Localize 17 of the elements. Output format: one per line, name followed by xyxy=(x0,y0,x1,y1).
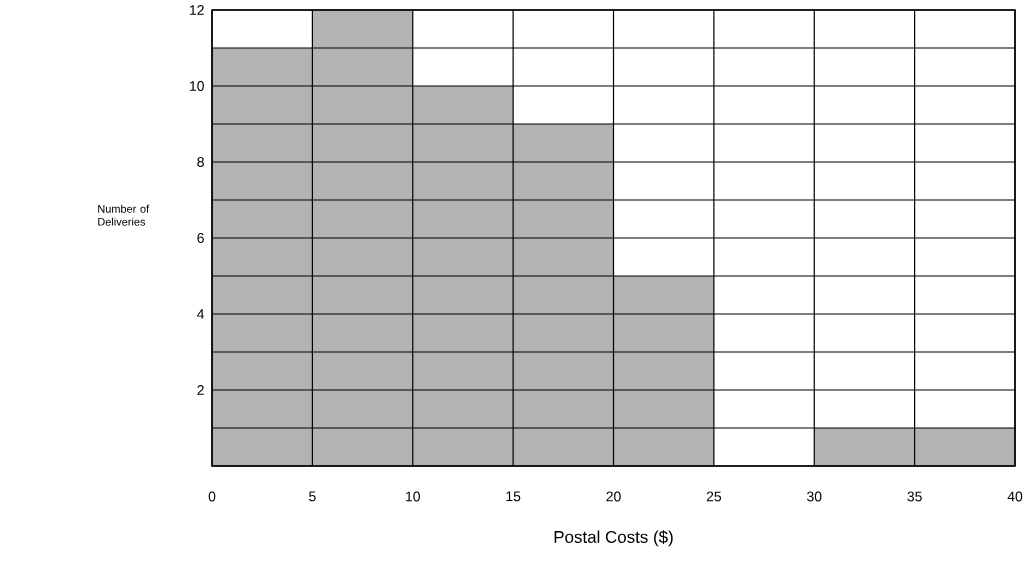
x-axis-title: Postal Costs ($) xyxy=(554,530,673,547)
y-tick-label: 2 xyxy=(197,385,204,395)
x-tick-label: 30 xyxy=(807,491,822,502)
y-tick-label: 12 xyxy=(190,5,204,15)
y-tick-label: 10 xyxy=(190,81,204,91)
x-tick-label: 20 xyxy=(606,491,621,502)
x-tick-label: 15 xyxy=(506,491,521,502)
y-tick-label: 4 xyxy=(197,309,205,319)
x-tick-label: 10 xyxy=(406,491,420,502)
y-axis-title: Number of Deliveries xyxy=(98,204,150,226)
y-tick-label: 6 xyxy=(197,233,204,243)
y-tick-label: 8 xyxy=(197,157,204,167)
x-tick-label: 5 xyxy=(309,491,316,502)
x-tick-label: 40 xyxy=(1007,491,1023,502)
x-tick-label: 0 xyxy=(208,491,216,502)
x-tick-label: 35 xyxy=(907,491,922,502)
x-tick-label: 25 xyxy=(706,491,722,502)
